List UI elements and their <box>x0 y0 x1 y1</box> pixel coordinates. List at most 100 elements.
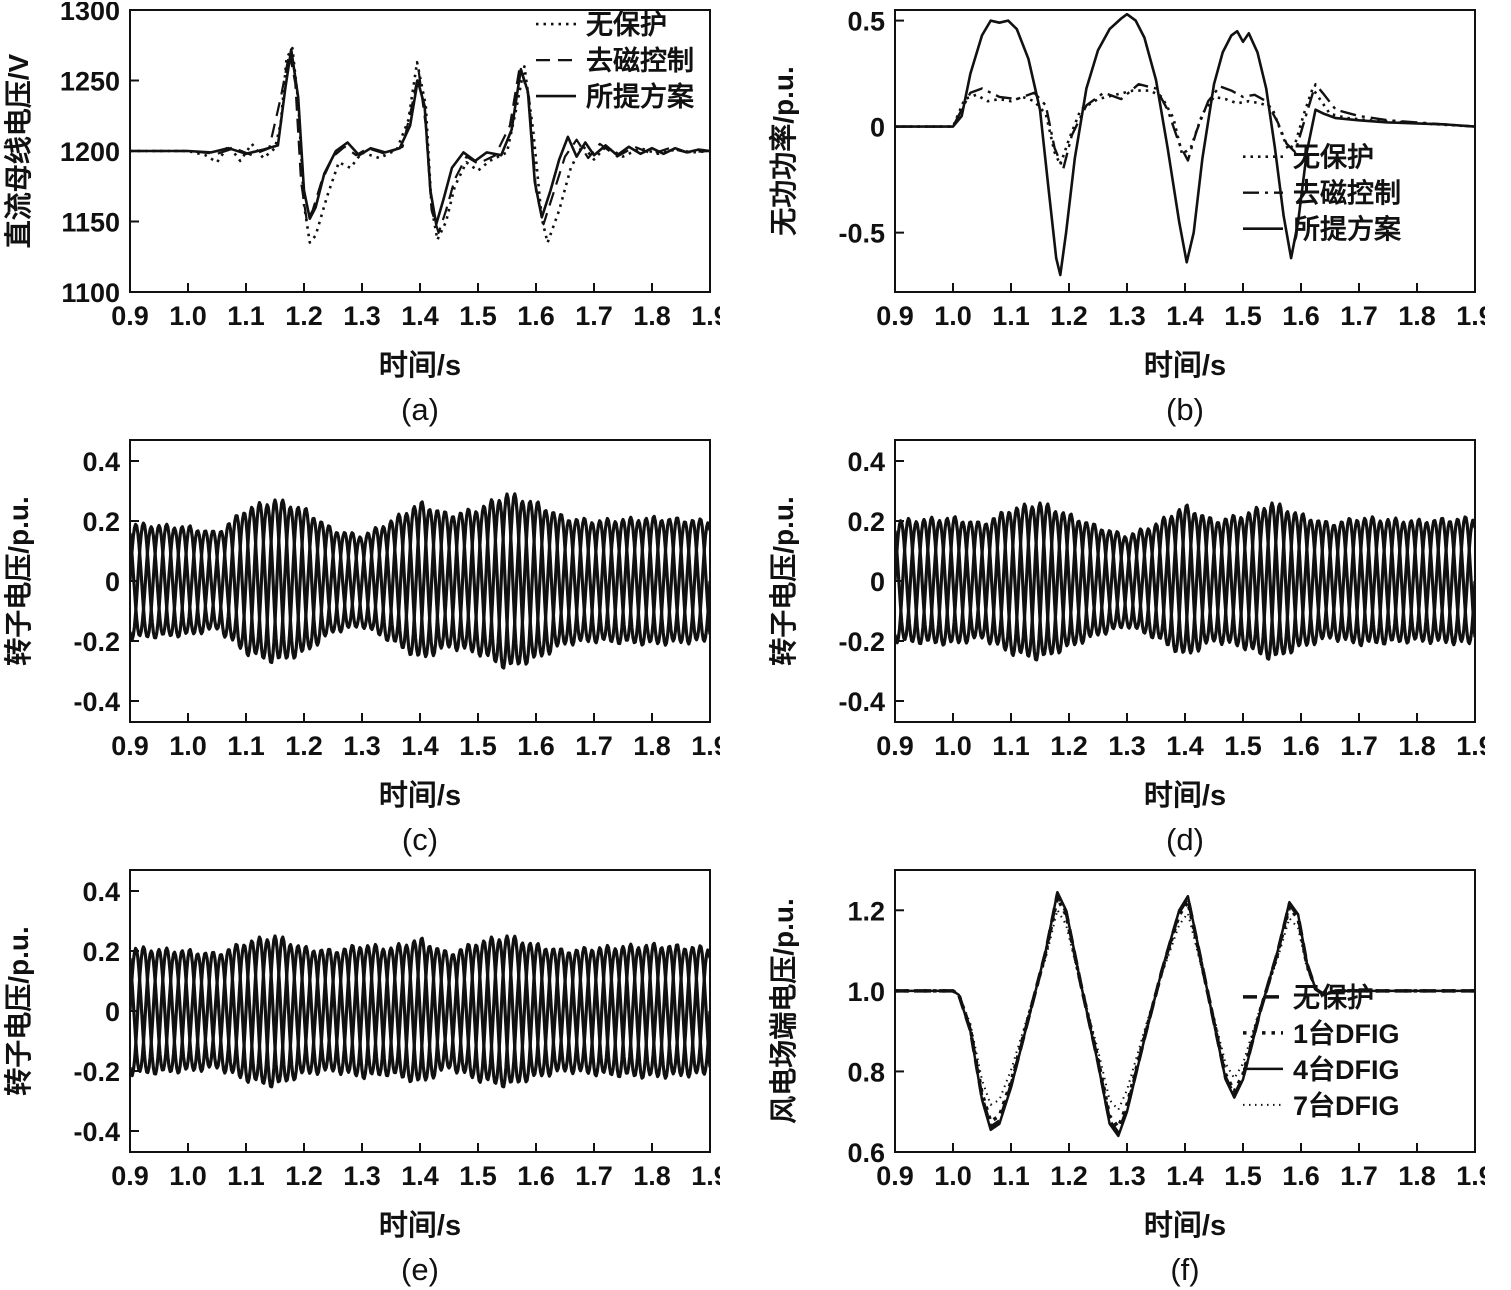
x-tick-label: 1.1 <box>227 1161 265 1191</box>
y-axis-label: 风电场端电压/p.u. <box>768 898 799 1124</box>
x-tick-label: 1.6 <box>517 731 555 761</box>
x-tick-label: 0.9 <box>876 731 914 761</box>
y-tick-label: 0.4 <box>82 877 120 907</box>
x-tick-label: 1.2 <box>1050 301 1088 331</box>
x-axis-label: 时间/s <box>1143 780 1227 812</box>
y-tick-label: 0 <box>105 567 120 597</box>
x-tick-label: 1.6 <box>1282 1161 1320 1191</box>
y-tick-label: -0.2 <box>838 627 885 657</box>
panel-caption: (d) <box>1166 822 1204 857</box>
plot-a: 0.9 1.0 1.1 1.2 1.3 1.4 1.5 1.6 1.7 1.8 1.9 1100 115… <box>3 2 720 331</box>
x-axis-label: 时间/s <box>1143 350 1227 382</box>
series-f-2 <box>895 890 1475 1138</box>
x-tick-label: 1.3 <box>1108 731 1146 761</box>
y-axis-label: 无功功率/p.u. <box>767 66 799 236</box>
x-tick-label: 1.6 <box>517 1161 555 1191</box>
x-tick-label: 1.9 <box>1456 1161 1485 1191</box>
y-axis-label: 转子电压/p.u. <box>3 926 34 1096</box>
y-tick-label: -0.5 <box>838 219 885 249</box>
plot-e: 0.9 1.0 1.1 1.2 1.3 1.4 1.5 1.6 1.7 1.8 1.9 -0.4 -0.… <box>3 869 720 1191</box>
x-tick-label: 0.9 <box>111 1161 149 1191</box>
series-d-2 <box>895 502 1475 662</box>
y-axis-label: 转子电压/p.u. <box>3 496 34 666</box>
panel-caption: (a) <box>401 392 439 427</box>
y-tick-label: -0.2 <box>73 627 120 657</box>
x-tick-label: 1.5 <box>459 731 497 761</box>
plot-c: 0.9 1.0 1.1 1.2 1.3 1.4 1.5 1.6 1.7 1.8 1.9 -0.4 -0.… <box>3 439 720 761</box>
y-tick-label: -0.2 <box>73 1057 120 1087</box>
x-tick-label: 1.7 <box>1340 301 1378 331</box>
x-tick-label: 1.4 <box>401 301 439 331</box>
y-tick-label: 0 <box>870 113 885 143</box>
series-e-0 <box>130 934 710 1085</box>
x-tick-label: 1.3 <box>343 731 381 761</box>
x-tick-label: 1.6 <box>1282 301 1320 331</box>
x-tick-label: 1.2 <box>285 1161 323 1191</box>
x-tick-label: 1.9 <box>1456 731 1485 761</box>
y-axis-label: 转子电压/p.u. <box>768 496 799 666</box>
legend-label: 无保护 <box>586 10 667 40</box>
panel-a: 0.9 1.0 1.1 1.2 1.3 1.4 1.5 1.6 1.7 1.8 1.9 1100 115… <box>0 0 755 430</box>
panel-caption: (b) <box>1166 392 1204 427</box>
x-tick-label: 1.0 <box>169 731 207 761</box>
x-tick-label: 0.9 <box>111 301 149 331</box>
x-tick-label: 1.7 <box>575 301 613 331</box>
x-tick-label: 1.0 <box>934 301 972 331</box>
legend-label: 去磁控制 <box>1293 179 1401 209</box>
x-tick-label: 1.0 <box>169 1161 207 1191</box>
x-tick-label: 1.7 <box>1340 731 1378 761</box>
x-tick-label: 1.0 <box>169 301 207 331</box>
y-tick-label: 0.8 <box>847 1057 885 1087</box>
legend-label: 1台DFIG <box>1293 1018 1400 1049</box>
panel-caption: (e) <box>401 1252 439 1287</box>
series-c-1 <box>130 498 710 666</box>
x-tick-label: 1.1 <box>992 301 1030 331</box>
x-tick-label: 1.2 <box>285 731 323 761</box>
panel-f: 0.9 1.0 1.1 1.2 1.3 1.4 1.5 1.6 1.7 1.8 1.9 0.6 0.8 1… <box>755 860 1511 1290</box>
y-tick-label: 1100 <box>61 278 120 308</box>
y-tick-label: 0.4 <box>82 447 120 477</box>
x-tick-label: 1.7 <box>575 731 613 761</box>
x-tick-label: 1.8 <box>633 301 671 331</box>
x-tick-label: 1.4 <box>1166 731 1204 761</box>
y-tick-label: 1.2 <box>847 896 885 926</box>
x-tick-label: 1.5 <box>459 301 497 331</box>
series-a-2 <box>130 48 710 226</box>
x-tick-label: 0.9 <box>876 1161 914 1191</box>
y-tick-label: 1150 <box>61 208 120 238</box>
panel-caption: (f) <box>1170 1252 1200 1287</box>
series-d-1 <box>895 505 1475 657</box>
y-tick-label: 1300 <box>60 2 120 26</box>
x-tick-label: 1.2 <box>1050 1161 1088 1191</box>
legend-label: 所提方案 <box>1293 214 1402 245</box>
series-d-0 <box>895 501 1475 658</box>
legend-label: 4台DFIG <box>1293 1054 1400 1085</box>
y-tick-label: 0.2 <box>82 937 120 967</box>
y-tick-label: -0.4 <box>73 1117 120 1147</box>
x-tick-label: 1.5 <box>1224 1161 1262 1191</box>
series-a-1 <box>130 51 710 234</box>
x-axis-label: 时间/s <box>378 350 462 382</box>
y-tick-label: 1250 <box>60 67 120 97</box>
x-tick-label: 1.8 <box>1398 731 1436 761</box>
x-tick-label: 1.3 <box>1108 1161 1146 1191</box>
x-axis-label: 时间/s <box>378 780 462 812</box>
x-tick-label: 1.7 <box>575 1161 613 1191</box>
x-tick-label: 1.3 <box>1108 301 1146 331</box>
x-tick-label: 1.3 <box>343 1161 381 1191</box>
legend-label: 去磁控制 <box>586 46 694 76</box>
x-tick-label: 1.4 <box>401 731 439 761</box>
y-tick-label: 0 <box>870 567 885 597</box>
y-tick-label: 0.6 <box>847 1138 885 1168</box>
x-tick-label: 1.5 <box>1224 301 1262 331</box>
x-tick-label: 1.2 <box>285 301 323 331</box>
y-tick-label: -0.4 <box>838 687 885 717</box>
x-tick-label: 1.9 <box>1456 301 1485 331</box>
x-tick-label: 1.4 <box>1166 301 1204 331</box>
x-tick-label: 1.9 <box>691 1161 720 1191</box>
y-tick-label: 1.0 <box>847 977 885 1007</box>
panel-b: 0.9 1.0 1.1 1.2 1.3 1.4 1.5 1.6 1.7 1.8 1.9 0.5 0 -0.… <box>755 0 1511 430</box>
y-tick-label: 1200 <box>60 137 120 167</box>
x-tick-label: 1.0 <box>934 1161 972 1191</box>
